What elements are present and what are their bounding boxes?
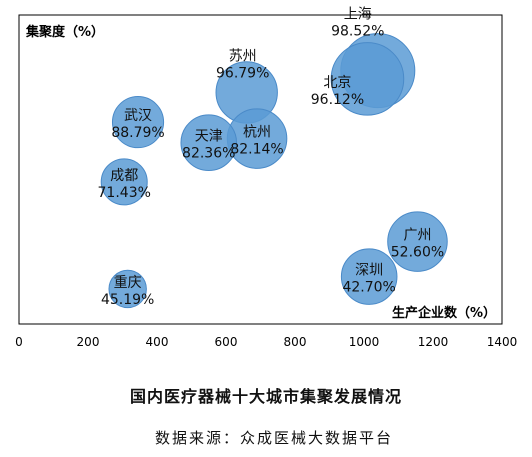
bubble-percent-label: 82.36% [182, 146, 235, 162]
x-tick-label: 0 [15, 335, 23, 349]
plot-area [18, 14, 503, 325]
bubble-percent-label: 82.14% [230, 142, 283, 158]
chart-title: 国内医疗器械十大城市集聚发展情况 [129, 387, 402, 406]
bubble-city-label: 深圳 [355, 263, 383, 279]
bubble-percent-label: 88.79% [111, 125, 164, 141]
bubble-percent-label: 42.70% [342, 280, 395, 296]
x-tick-label: 400 [146, 335, 169, 349]
x-tick-label: 800 [284, 335, 307, 349]
bubble-city-label: 上海 [344, 7, 372, 23]
bubble-city-label: 北京 [323, 75, 351, 91]
x-tick-label: 200 [77, 335, 100, 349]
bubble-percent-label: 45.19% [101, 292, 154, 308]
x-tick-label: 600 [215, 335, 238, 349]
bubble-percent-label: 96.79% [216, 65, 269, 81]
bubble-percent-label: 96.12% [311, 92, 364, 108]
bubble-city-label: 天津 [195, 129, 223, 145]
bubble-percent-label: 71.43% [98, 185, 151, 201]
bubble-city-label: 杭州 [243, 125, 271, 141]
bubble-广州 [387, 211, 448, 272]
bubble-percent-label: 52.60% [391, 245, 444, 261]
x-tick-label: 1000 [349, 335, 380, 349]
bubble-percent-label: 98.52% [331, 24, 384, 40]
bubble-city-label: 重庆 [114, 275, 142, 291]
bubble-武汉 [111, 96, 165, 149]
bubble-city-label: 苏州 [229, 48, 257, 64]
x-axis-ticks: 0 200 400 600 800 1000 1200 1400 [15, 335, 517, 349]
y-axis-label: 集聚度（%） [25, 24, 104, 40]
bubble-city-label: 成都 [110, 168, 138, 184]
x-tick-label: 1400 [487, 335, 518, 349]
bubble-北京 [330, 42, 405, 116]
bubble-city-label: 广州 [403, 228, 431, 244]
x-axis-label: 生产企业数（%） [392, 305, 496, 321]
bubble-深圳 [340, 248, 398, 305]
bubble-成都 [100, 158, 148, 206]
bubble-layer [100, 33, 448, 309]
data-source: 数据来源：众成医械大数据平台 [154, 429, 393, 447]
bubble-天津 [180, 114, 238, 172]
bubble-city-label: 武汉 [124, 108, 152, 124]
x-tick-label: 1200 [418, 335, 449, 349]
bubble-重庆 [108, 269, 147, 309]
